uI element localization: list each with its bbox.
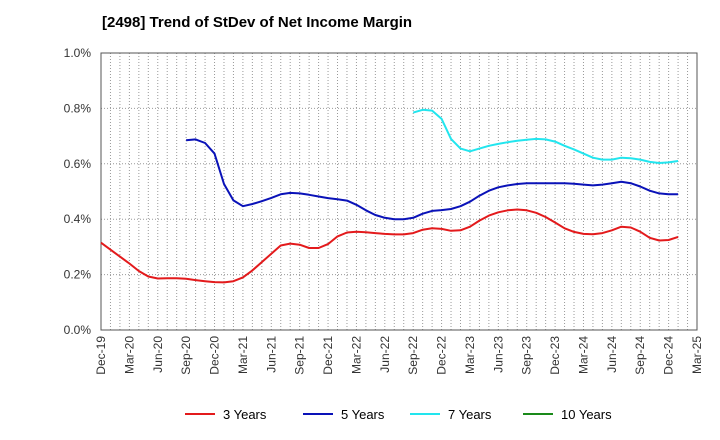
x-tick-label: Dec-20	[208, 336, 222, 375]
x-tick-label: Mar-21	[236, 336, 250, 374]
legend: 3 Years 5 Years 7 Years 10 Years	[185, 407, 612, 422]
grid-lines	[101, 53, 697, 330]
x-tick-label: Sep-22	[406, 336, 420, 375]
series-line-3-years	[100, 208, 679, 284]
legend-label: 5 Years	[341, 407, 385, 422]
x-tick-label: Mar-25	[690, 336, 704, 374]
x-tick-label: Jun-23	[491, 336, 505, 373]
x-tick-label: Jun-24	[605, 336, 619, 373]
y-tick-label: 1.0%	[64, 46, 92, 60]
x-tick-label: Mar-22	[349, 336, 363, 374]
x-tick-label: Mar-23	[463, 336, 477, 374]
x-tick-label: Jun-20	[151, 336, 165, 373]
x-tick-label: Dec-21	[321, 336, 335, 375]
x-tick-label: Sep-24	[633, 336, 647, 375]
x-tick-label: Dec-19	[94, 336, 108, 375]
y-tick-label: 0.0%	[64, 323, 92, 337]
y-tick-label: 0.8%	[64, 101, 92, 115]
x-tick-label: Dec-22	[435, 336, 449, 375]
plot-area-frame	[100, 52, 698, 331]
x-tick-label: Jun-22	[378, 336, 392, 373]
x-tick-label: Jun-21	[264, 336, 278, 373]
y-axis-tick-labels: 0.0% 0.2% 0.4% 0.6% 0.8% 1.0%	[64, 46, 92, 337]
legend-label: 7 Years	[448, 407, 492, 422]
x-tick-label: Sep-20	[179, 336, 193, 375]
x-axis-tick-labels: Dec-19 Mar-20 Jun-20 Sep-20 Dec-20 Mar-21 Jun-…	[94, 336, 704, 375]
x-tick-label: Mar-20	[122, 336, 136, 374]
x-tick-label: Sep-21	[293, 336, 307, 375]
legend-label: 10 Years	[561, 407, 612, 422]
chart-title: [2498] Trend of StDev of Net Income Marg…	[102, 14, 413, 31]
series-lines	[100, 108, 679, 284]
x-tick-label: Dec-24	[662, 336, 676, 375]
y-tick-label: 0.2%	[64, 268, 92, 282]
legend-label: 3 Years	[223, 407, 267, 422]
y-tick-label: 0.6%	[64, 157, 92, 171]
x-tick-label: Dec-23	[548, 336, 562, 375]
series-line-5-years	[186, 138, 679, 221]
x-tick-label: Sep-23	[520, 336, 534, 375]
series-line-7-years	[412, 108, 679, 164]
y-tick-label: 0.4%	[64, 212, 92, 226]
x-tick-label: Mar-24	[576, 336, 590, 374]
